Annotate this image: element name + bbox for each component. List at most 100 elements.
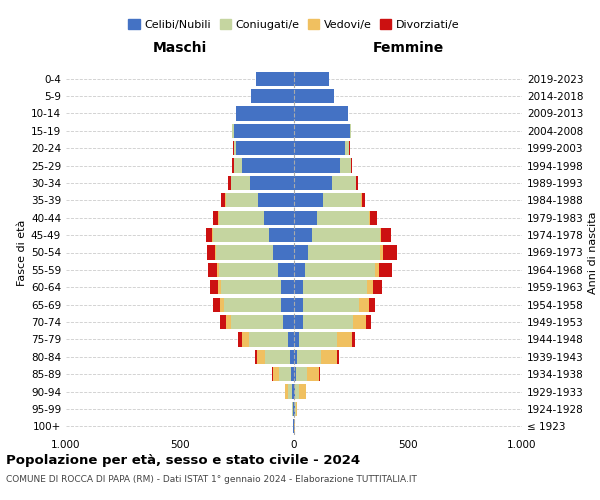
Bar [294,210,317,225]
Bar [305,263,375,277]
Bar [293,402,294,416]
Bar [292,384,294,398]
Bar [232,176,250,190]
Bar [350,124,351,138]
Text: Maschi: Maschi [153,42,207,56]
Bar [383,246,397,260]
Bar [251,89,294,103]
Bar [233,124,294,138]
Bar [359,298,369,312]
Bar [294,263,305,277]
Bar [369,298,375,312]
Bar [303,280,367,294]
Bar [292,402,293,416]
Bar [312,228,380,242]
Bar [290,350,294,364]
Bar [256,72,294,86]
Bar [265,210,294,225]
Bar [379,263,392,277]
Bar [233,158,242,172]
Bar [370,210,377,225]
Bar [219,263,278,277]
Bar [337,332,352,346]
Bar [287,332,294,346]
Bar [294,193,323,208]
Bar [257,193,294,208]
Bar [206,228,212,242]
Bar [294,298,302,312]
Bar [273,367,279,382]
Bar [369,210,370,225]
Bar [346,141,349,156]
Bar [212,228,213,242]
Bar [340,158,351,172]
Bar [232,124,233,138]
Bar [208,263,217,277]
Bar [278,263,294,277]
Bar [255,350,257,364]
Bar [257,350,265,364]
Bar [294,176,332,190]
Text: Popolazione per età, sesso e stato civile - 2024: Popolazione per età, sesso e stato civil… [6,454,360,467]
Bar [294,246,308,260]
Bar [351,158,352,172]
Y-axis label: Anni di nascita: Anni di nascita [588,211,598,294]
Bar [226,193,257,208]
Bar [317,210,369,225]
Bar [217,263,219,277]
Bar [296,402,298,416]
Bar [319,367,320,382]
Bar [299,332,337,346]
Bar [285,384,288,398]
Bar [294,402,295,416]
Bar [279,367,291,382]
Bar [217,246,274,260]
Bar [221,280,281,294]
Bar [294,141,346,156]
Legend: Celibi/Nubili, Coniugati/e, Vedovi/e, Divorziati/e: Celibi/Nubili, Coniugati/e, Vedovi/e, Di… [126,17,462,32]
Bar [294,315,302,329]
Bar [265,350,290,364]
Bar [281,298,294,312]
Bar [233,141,236,156]
Bar [366,315,371,329]
Bar [381,228,391,242]
Bar [294,106,347,120]
Bar [294,124,350,138]
Bar [367,280,373,294]
Bar [272,367,273,382]
Text: COMUNE DI ROCCA DI PAPA (RM) - Dati ISTAT 1° gennaio 2024 - Elaborazione TUTTITA: COMUNE DI ROCCA DI PAPA (RM) - Dati ISTA… [6,475,417,484]
Bar [294,280,303,294]
Bar [228,176,231,190]
Bar [269,228,294,242]
Bar [323,193,361,208]
Bar [362,193,365,208]
Bar [213,228,269,242]
Bar [226,315,232,329]
Bar [294,228,312,242]
Bar [294,158,340,172]
Bar [219,210,265,225]
Bar [242,332,249,346]
Bar [291,367,294,382]
Bar [208,246,215,260]
Bar [302,315,353,329]
Bar [380,228,381,242]
Bar [288,384,292,398]
Bar [373,280,382,294]
Bar [337,350,338,364]
Bar [294,89,334,103]
Y-axis label: Fasce di età: Fasce di età [17,220,27,286]
Bar [250,176,294,190]
Bar [332,176,356,190]
Bar [281,280,294,294]
Bar [352,332,355,346]
Bar [224,298,281,312]
Bar [295,384,299,398]
Bar [356,176,358,190]
Bar [213,298,220,312]
Bar [380,246,383,260]
Bar [283,315,294,329]
Bar [295,402,296,416]
Text: Femmine: Femmine [373,42,443,56]
